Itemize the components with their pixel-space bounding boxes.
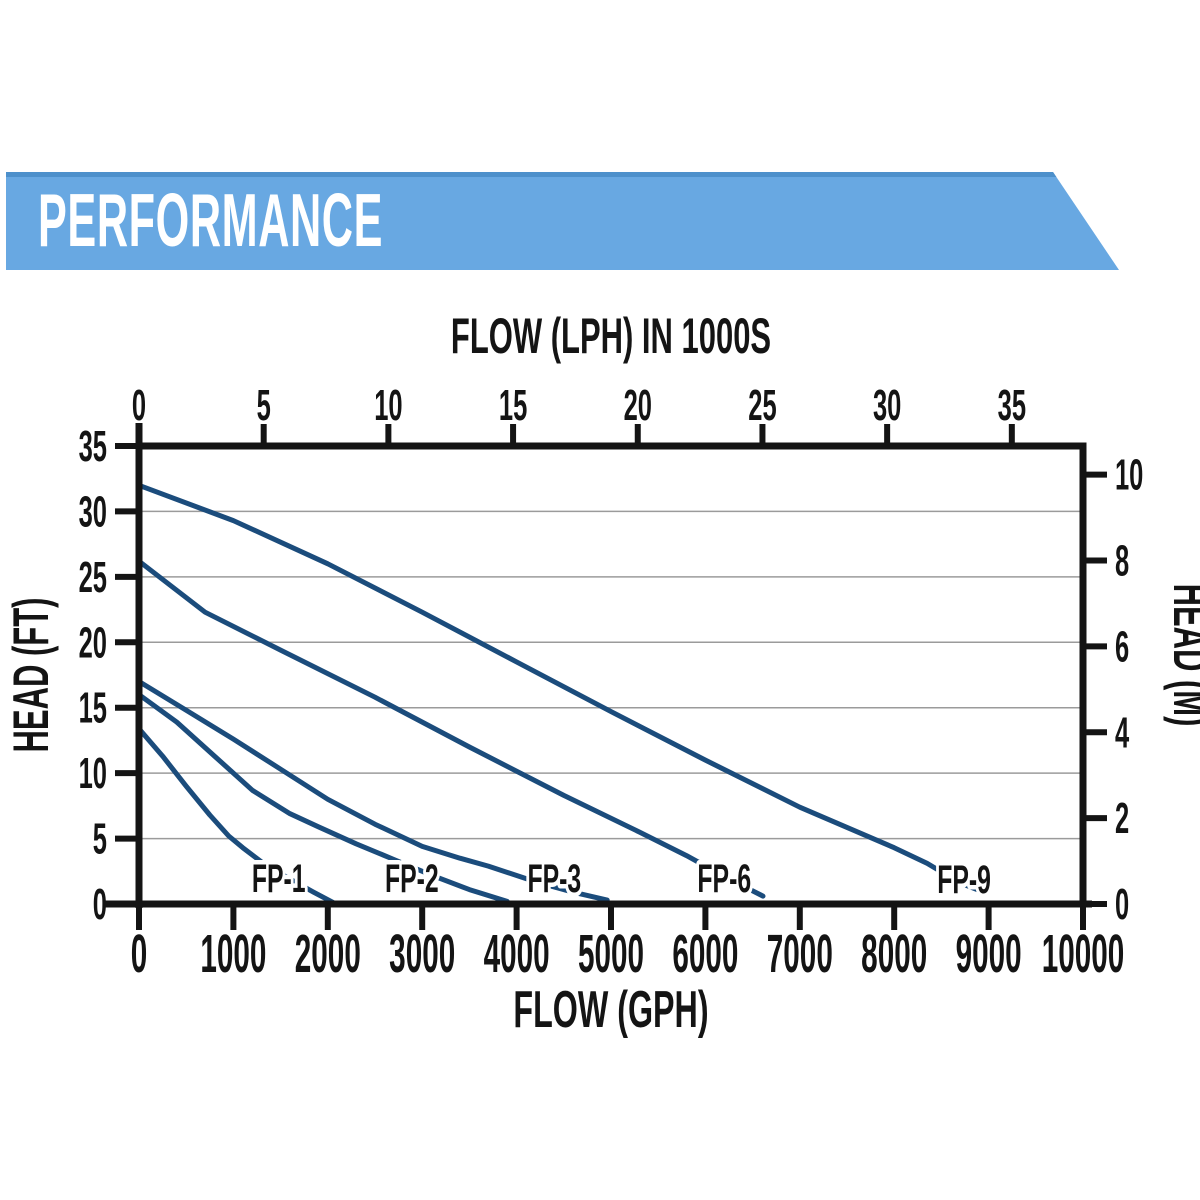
x-top-tick-label: 25 — [748, 380, 776, 430]
y-left-tick-label: 35 — [79, 421, 107, 471]
curve-FP-3 — [136, 679, 610, 903]
y-left-tick-label: 15 — [79, 682, 107, 732]
x-bottom-tick-label: 8000 — [861, 925, 927, 984]
x-top-tick-label: 0 — [132, 380, 146, 430]
x-top-tick-label: 10 — [374, 380, 402, 430]
x-bottom-tick-label: 5000 — [578, 925, 644, 984]
y-right-tick-label: 10 — [1115, 449, 1143, 499]
y-right-axis-title: HEAD (M) — [1163, 584, 1200, 727]
x-top-tick-label: 15 — [499, 380, 527, 430]
curve-label-FP-6: FP-6 — [697, 857, 751, 901]
banner-top-edge — [6, 172, 1119, 177]
curve-label-FP-2: FP-2 — [385, 857, 439, 901]
x-bottom-tick-label: 1000 — [200, 925, 266, 984]
x-top-tick-label: 5 — [257, 380, 271, 430]
plot-border — [135, 442, 1087, 908]
x-bottom-tick-label: 7000 — [767, 925, 833, 984]
curve-FP-2 — [136, 692, 510, 904]
curve-FP-1 — [136, 726, 336, 906]
curve-label-FP-1: FP-1 — [252, 857, 306, 901]
banner-title: PERFORMANCE — [38, 179, 384, 263]
x-top-axis-title: FLOW (LPH) IN 1000S — [451, 307, 771, 363]
curve-label-FP-9: FP-9 — [937, 858, 991, 902]
x-top-tick-label: 20 — [624, 380, 652, 430]
curve-label-FP-3: FP-3 — [527, 857, 581, 901]
y-left-tick-label: 25 — [79, 551, 107, 601]
y-left-tick-label: 30 — [79, 486, 107, 536]
curve-FP-9 — [136, 482, 987, 895]
y-left-tick-label: 5 — [93, 813, 107, 863]
x-bottom-tick-label: 2000 — [295, 925, 361, 984]
x-top-tick-label: 35 — [998, 380, 1026, 430]
y-left-tick-label: 10 — [79, 748, 107, 798]
y-right-tick-label: 4 — [1115, 707, 1129, 757]
y-right-tick-label: 2 — [1115, 793, 1129, 843]
x-bottom-tick-label: 0 — [131, 925, 148, 984]
y-left-axis-title: HEAD (FT) — [2, 598, 58, 753]
x-bottom-tick-label: 9000 — [956, 925, 1022, 984]
y-left-tick-label: 20 — [79, 617, 107, 667]
x-bottom-tick-label: 10000 — [1042, 925, 1125, 984]
x-bottom-axis-title: FLOW (GPH) — [513, 981, 708, 1039]
x-bottom-tick-label: 6000 — [672, 925, 738, 984]
y-right-tick-label: 6 — [1115, 621, 1129, 671]
y-right-tick-label: 8 — [1115, 535, 1129, 585]
y-right-tick-label: 0 — [1115, 879, 1129, 929]
performance-banner: PERFORMANCE — [6, 172, 1119, 270]
x-bottom-tick-label: 4000 — [484, 925, 550, 984]
y-left-tick-label: 0 — [93, 879, 107, 929]
curve-FP-6 — [136, 558, 766, 899]
x-bottom-tick-label: 3000 — [389, 925, 455, 984]
x-top-tick-label: 30 — [873, 380, 901, 430]
